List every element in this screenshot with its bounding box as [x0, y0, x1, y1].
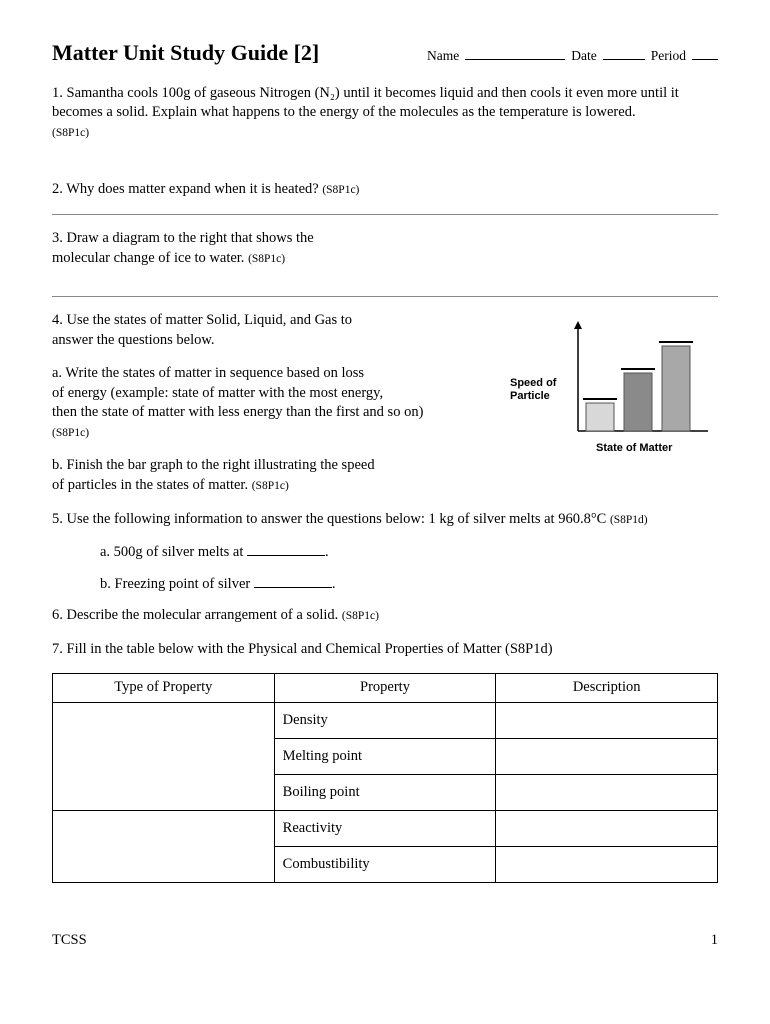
cell-description[interactable]	[496, 702, 718, 738]
page-title: Matter Unit Study Guide [2]	[52, 38, 319, 68]
cell-property: Density	[274, 702, 496, 738]
th-property: Property	[274, 674, 496, 703]
question-6: 6. Describe the molecular arrangement of…	[52, 606, 718, 626]
q5-a-blank[interactable]	[247, 543, 325, 556]
q5-text: 5. Use the following information to answ…	[52, 511, 606, 527]
svg-text:Particle: Particle	[510, 390, 550, 402]
q4-b2: of particles in the states of matter.	[52, 477, 248, 493]
cell-property: Reactivity	[274, 810, 496, 846]
q4-a1: a. Write the states of matter in sequenc…	[52, 365, 364, 381]
bar-chart-svg: Speed ofParticle State of Matter	[508, 311, 718, 471]
q3-std: (S8P1c)	[248, 253, 285, 265]
cell-description[interactable]	[496, 810, 718, 846]
name-label: Name	[427, 47, 459, 65]
q3-line1: 3. Draw a diagram to the right that show…	[52, 230, 314, 246]
q3-line2: molecular change of ice to water.	[52, 250, 244, 266]
question-4: 4. Use the states of matter Solid, Liqui…	[52, 311, 718, 496]
svg-text:Speed of: Speed of	[510, 377, 557, 389]
q7-text: 7. Fill in the table below with the Phys…	[52, 641, 553, 657]
q4-text: 4. Use the states of matter Solid, Liqui…	[52, 311, 492, 496]
table-row: Reactivity	[53, 810, 718, 846]
name-blank[interactable]	[465, 47, 565, 60]
q5-b-blank[interactable]	[254, 575, 332, 588]
q5-b-text: b. Freezing point of silver	[100, 576, 250, 592]
footer-right: 1	[711, 931, 718, 951]
q4-a-std: (S8P1c)	[52, 427, 89, 439]
q5-std: (S8P1d)	[610, 514, 648, 526]
th-description: Description	[496, 674, 718, 703]
footer-left: TCSS	[52, 931, 87, 951]
cell-description[interactable]	[496, 846, 718, 882]
question-2: 2. Why does matter expand when it is hea…	[52, 180, 718, 200]
svg-text:State of Matter: State of Matter	[596, 442, 673, 454]
header-fields: Name Date Period	[427, 47, 718, 65]
footer: TCSS 1	[52, 931, 718, 951]
date-blank[interactable]	[603, 47, 645, 60]
date-label: Date	[571, 47, 596, 65]
cell-type[interactable]	[53, 810, 275, 882]
cell-type[interactable]	[53, 702, 275, 810]
question-1: 1. Samantha cools 100g of gaseous Nitrog…	[52, 84, 718, 143]
q5-a-text: a. 500g of silver melts at	[100, 544, 243, 560]
q6-text: 6. Describe the molecular arrangement of…	[52, 607, 338, 623]
q4-b-std: (S8P1c)	[252, 480, 289, 492]
cell-property: Combustibility	[274, 846, 496, 882]
q6-std: (S8P1c)	[342, 610, 379, 622]
divider	[52, 214, 718, 215]
cell-property: Melting point	[274, 738, 496, 774]
q4-intro2: answer the questions below.	[52, 332, 215, 348]
q4-a3: then the state of matter with less energ…	[52, 404, 423, 420]
question-7: 7. Fill in the table below with the Phys…	[52, 640, 718, 660]
cell-property: Boiling point	[274, 774, 496, 810]
q1-text: 1. Samantha cools 100g of gaseous Nitrog…	[52, 85, 679, 121]
q1-std: (S8P1c)	[52, 127, 89, 139]
q2-text: 2. Why does matter expand when it is hea…	[52, 181, 319, 197]
q2-std: (S8P1c)	[322, 184, 359, 196]
period-blank[interactable]	[692, 47, 718, 60]
q4-b1: b. Finish the bar graph to the right ill…	[52, 457, 375, 473]
th-type: Type of Property	[53, 674, 275, 703]
q4-a2: of energy (example: state of matter with…	[52, 385, 383, 401]
period-label: Period	[651, 47, 686, 65]
speed-of-particle-chart: Speed ofParticle State of Matter	[508, 311, 718, 471]
q4-intro1: 4. Use the states of matter Solid, Liqui…	[52, 312, 352, 328]
header-row: Matter Unit Study Guide [2] Name Date Pe…	[52, 38, 718, 68]
table-header-row: Type of Property Property Description	[53, 674, 718, 703]
table-row: Density	[53, 702, 718, 738]
q5-a: a. 500g of silver melts at .	[100, 543, 718, 563]
cell-description[interactable]	[496, 774, 718, 810]
divider	[52, 296, 718, 297]
properties-table: Type of Property Property Description De…	[52, 673, 718, 883]
question-3: 3. Draw a diagram to the right that show…	[52, 229, 718, 268]
q5-b: b. Freezing point of silver .	[100, 575, 718, 595]
question-5: 5. Use the following information to answ…	[52, 510, 718, 530]
cell-description[interactable]	[496, 738, 718, 774]
